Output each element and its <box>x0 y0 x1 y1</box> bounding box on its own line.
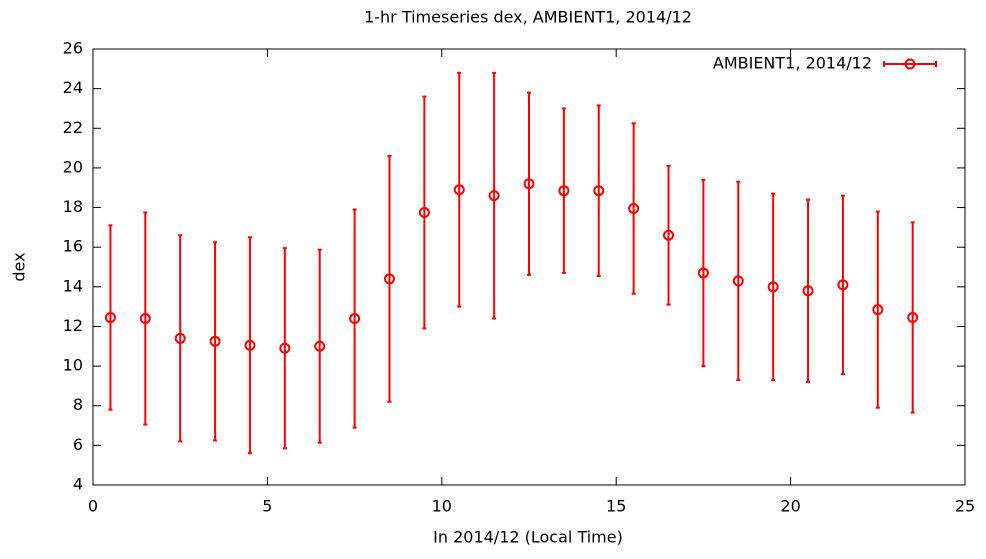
y-tick-label: 16 <box>63 237 83 256</box>
data-point <box>628 203 640 215</box>
y-tick-label: 4 <box>73 475 83 494</box>
x-tick-label: 10 <box>432 497 452 516</box>
legend-swatch <box>904 58 916 70</box>
y-tick-label: 14 <box>63 276 83 295</box>
data-point <box>453 184 465 196</box>
y-tick-label: 12 <box>63 316 83 335</box>
data-point <box>837 279 849 291</box>
data-point <box>872 304 884 316</box>
y-tick-label: 18 <box>63 197 83 216</box>
plot-frame <box>92 48 966 486</box>
data-point <box>767 281 779 293</box>
chart-title: 1-hr Timeseries dex, AMBIENT1, 2014/12 <box>364 8 692 27</box>
data-point <box>383 273 395 285</box>
data-point <box>349 313 361 325</box>
x-tick-label: 5 <box>262 497 272 516</box>
y-tick-label: 26 <box>63 39 83 58</box>
data-point <box>209 335 221 347</box>
legend-label: AMBIENT1, 2014/12 <box>713 54 872 73</box>
data-point <box>523 178 535 190</box>
data-point <box>139 313 151 325</box>
y-axis-label: dex <box>10 252 29 281</box>
data-point <box>697 267 709 279</box>
y-tick-label: 20 <box>63 157 83 176</box>
x-tick-label: 25 <box>955 497 975 516</box>
data-point <box>663 229 675 241</box>
y-tick-label: 10 <box>63 356 83 375</box>
y-tick-label: 24 <box>63 78 83 97</box>
y-tick-label: 8 <box>73 395 83 414</box>
data-point <box>802 285 814 297</box>
data-point <box>314 340 326 352</box>
data-point <box>174 332 186 344</box>
data-point <box>732 275 744 287</box>
x-tick-label: 20 <box>780 497 800 516</box>
data-point <box>593 185 605 197</box>
x-tick-label: 15 <box>606 497 626 516</box>
data-point <box>488 190 500 202</box>
data-point <box>104 312 116 324</box>
data-point <box>279 342 291 354</box>
x-tick-label: 0 <box>88 497 98 516</box>
data-point <box>907 312 919 324</box>
y-tick-label: 6 <box>73 435 83 454</box>
y-tick-label: 22 <box>63 118 83 137</box>
data-point <box>244 339 256 351</box>
data-point <box>418 207 430 218</box>
x-axis-label: In 2014/12 (Local Time) <box>433 528 623 547</box>
data-point <box>558 185 570 197</box>
